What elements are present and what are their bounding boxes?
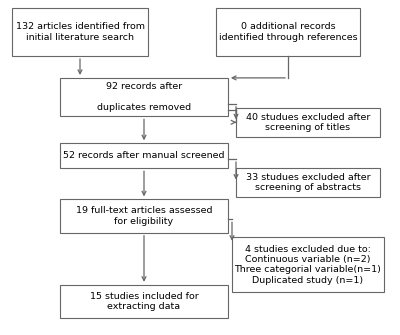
Text: 40 studues excluded after
screening of titles: 40 studues excluded after screening of t… bbox=[246, 113, 370, 132]
FancyBboxPatch shape bbox=[236, 108, 380, 137]
FancyBboxPatch shape bbox=[12, 7, 148, 56]
FancyBboxPatch shape bbox=[216, 7, 360, 56]
FancyBboxPatch shape bbox=[232, 237, 384, 292]
Text: 92 records after

duplicates removed: 92 records after duplicates removed bbox=[97, 82, 191, 112]
FancyBboxPatch shape bbox=[60, 78, 228, 117]
FancyBboxPatch shape bbox=[60, 199, 228, 233]
Text: 15 studies included for
extracting data: 15 studies included for extracting data bbox=[90, 292, 198, 311]
Text: 33 studues excluded after
screening of abstracts: 33 studues excluded after screening of a… bbox=[246, 173, 370, 192]
Text: 132 articles identified from
initial literature search: 132 articles identified from initial lit… bbox=[16, 22, 144, 42]
Text: 52 records after manual screened: 52 records after manual screened bbox=[63, 151, 225, 160]
FancyBboxPatch shape bbox=[236, 168, 380, 197]
Text: 19 full-text articles assessed
for eligibility: 19 full-text articles assessed for eligi… bbox=[76, 206, 212, 226]
Text: 4 studies excluded due to:
Continuous variable (n=2)
Three categorial variable(n: 4 studies excluded due to: Continuous va… bbox=[234, 245, 382, 285]
FancyBboxPatch shape bbox=[60, 285, 228, 318]
Text: 0 additional records
identified through references: 0 additional records identified through … bbox=[219, 22, 357, 42]
FancyBboxPatch shape bbox=[60, 143, 228, 168]
